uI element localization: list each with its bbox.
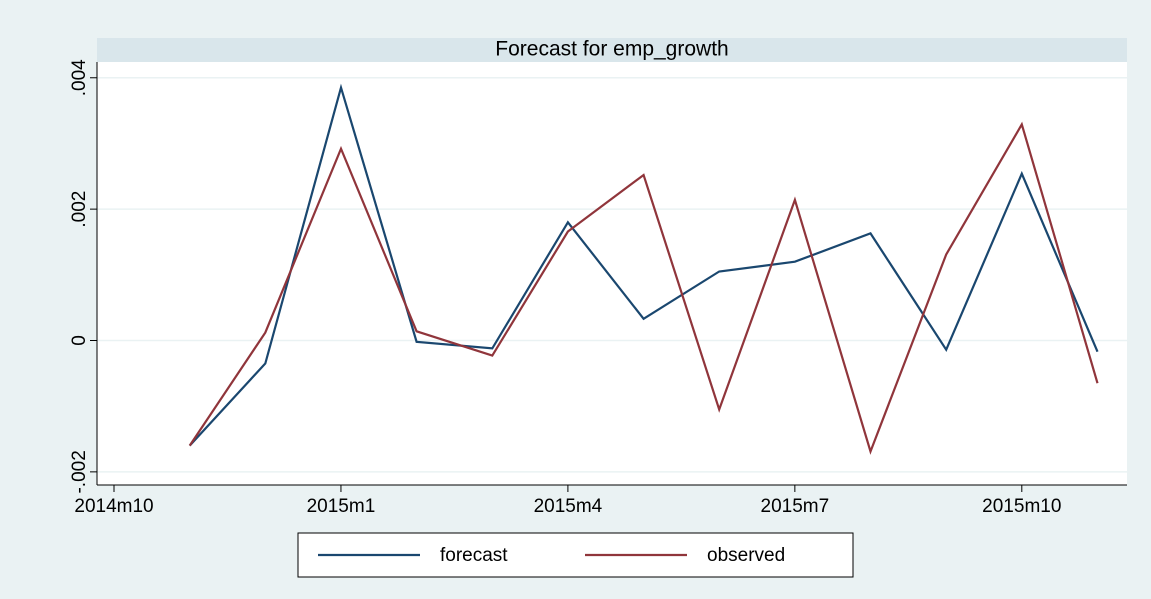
chart-title: Forecast for emp_growth [495,38,728,61]
grid [97,77,1127,473]
plot-area [97,62,1127,485]
legend-label: forecast [440,545,508,566]
legend-entries: forecast observed [318,545,785,566]
series-line [188,83,1099,447]
x-tick-label: 2015m7 [761,496,830,517]
legend-label: observed [707,545,785,566]
y-tick-label: .002 [69,191,90,228]
series-line [188,121,1099,455]
y-tick-label: -.002 [69,450,90,493]
y-tick-label: .004 [69,59,90,96]
title-band [97,38,1127,62]
y-tick-label: 0 [69,335,90,346]
marks [188,83,1099,455]
x-tick-label: 2015m10 [982,496,1061,517]
x-tick-label: 2015m4 [534,496,603,517]
x-tick-label: 2014m10 [74,496,153,517]
x-tick-label: 2015m1 [307,496,376,517]
